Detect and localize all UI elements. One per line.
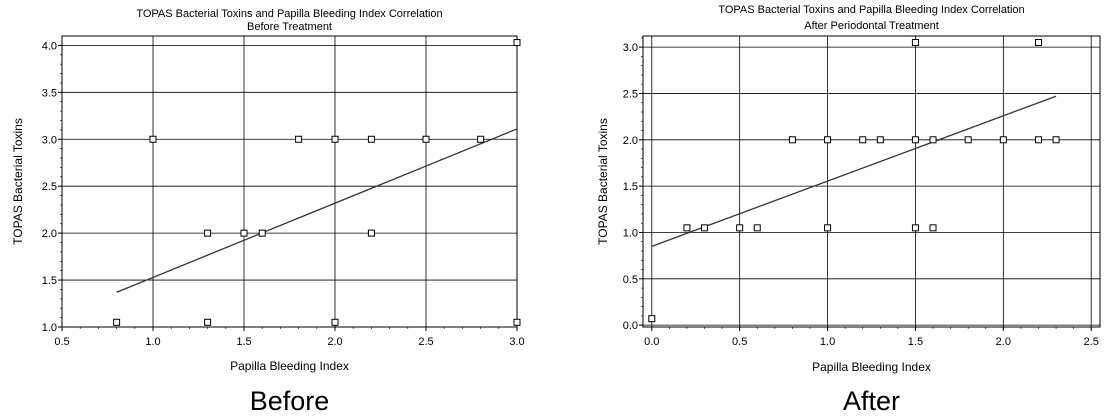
chart-2-y-tick-label: 1.5 — [623, 181, 638, 193]
chart-2-y-tick-label: 0.0 — [623, 320, 638, 332]
chart-2-y-tick-label: 3.0 — [623, 42, 638, 54]
chart-1-y-tick-label: 2.5 — [42, 181, 57, 193]
chart-2-data-point — [929, 224, 937, 232]
chart-1-x-tick-label: 2.5 — [418, 336, 433, 348]
chart-1-data-point — [331, 318, 339, 326]
chart-1-y-tick-label: 4.0 — [42, 40, 57, 52]
chart-2-data-point — [788, 136, 796, 144]
chart-1-data-point — [258, 229, 266, 237]
chart-2-y-tick-label: 0.5 — [623, 274, 638, 286]
chart-2-data-point — [929, 136, 937, 144]
chart-2-data-point — [999, 136, 1007, 144]
chart-1-y-tick-label: 2.0 — [42, 228, 57, 240]
chart-1-x-tick-label: 1.5 — [236, 336, 251, 348]
chart-2-x-tick-label: 2.5 — [1084, 336, 1099, 348]
chart-2-data-point — [876, 136, 884, 144]
chart-1-data-point — [367, 135, 375, 143]
chart-1-data-point — [367, 229, 375, 237]
chart-1-data-point — [513, 39, 521, 47]
chart-1-data-point — [295, 135, 303, 143]
chart-1-data-point — [477, 135, 485, 143]
chart-2-data-point — [701, 224, 709, 232]
chart-1-x-tick-label: 1.0 — [145, 336, 160, 348]
chart-1-data-point — [240, 229, 248, 237]
chart-2-y-tick-label: 2.0 — [623, 135, 638, 147]
chart-2-data-point — [1052, 136, 1060, 144]
chart-1-data-point — [422, 135, 430, 143]
chart-1-y-tick-label: 1.5 — [42, 275, 57, 287]
chart-2-data-point — [911, 224, 919, 232]
chart-2-data-point — [911, 136, 919, 144]
chart-2-x-tick-label: 2.0 — [996, 336, 1011, 348]
chart-2-plot-frame — [642, 35, 1101, 328]
chart-2-data-point — [1034, 38, 1042, 46]
chart-1-subtitle: Before Treatment — [247, 21, 332, 33]
chart-1-x-tick-label: 0.5 — [54, 336, 69, 348]
chart-2-data-point — [736, 224, 744, 232]
chart-2-x-tick-label: 0.0 — [644, 336, 659, 348]
chart-1-trendline — [116, 128, 518, 293]
chart-2-data-point — [683, 224, 691, 232]
chart-1-data-point — [513, 318, 521, 326]
chart-2-y-axis-label: TOPAS Bacterial Toxins — [596, 118, 610, 245]
chart-2-x-axis-label: Papilla Bleeding Index — [812, 360, 931, 374]
chart-1-plot-frame — [61, 35, 518, 328]
chart-2-data-point — [824, 136, 832, 144]
chart-1-caption: Before — [250, 386, 330, 416]
chart-2-data-point — [911, 38, 919, 46]
chart-1-data-point — [204, 229, 212, 237]
chart-2-y-tick-label: 2.5 — [623, 88, 638, 100]
chart-1-x-axis-label: Papilla Bleeding Index — [230, 359, 349, 373]
chart-2-data-point — [824, 224, 832, 232]
chart-2-x-tick-label: 0.5 — [732, 336, 747, 348]
chart-2-subtitle: After Periodontal Treatment — [804, 20, 939, 32]
chart-1-x-tick-label: 3.0 — [509, 336, 524, 348]
chart-1-data-point — [204, 318, 212, 326]
chart-1-y-tick-label: 1.0 — [42, 322, 57, 334]
chart-2-data-point — [753, 224, 761, 232]
chart-2-data-point — [859, 136, 867, 144]
chart-2-data-point — [964, 136, 972, 144]
chart-1-x-tick-label: 2.0 — [327, 336, 342, 348]
chart-1-y-tick-label: 3.0 — [42, 134, 57, 146]
chart-2-y-tick-label: 1.0 — [623, 227, 638, 239]
chart-2-x-tick-label: 1.0 — [820, 336, 835, 348]
chart-1-data-point — [113, 318, 121, 326]
chart-2-caption: After — [843, 386, 900, 416]
chart-2-data-point — [1034, 136, 1042, 144]
chart-1-title: TOPAS Bacterial Toxins and Papilla Bleed… — [136, 8, 442, 20]
chart-2-trendline — [651, 95, 1057, 247]
chart-1-data-point — [331, 135, 339, 143]
chart-1-data-point — [149, 135, 157, 143]
chart-2-data-point — [648, 315, 656, 323]
chart-2-x-tick-label: 1.5 — [908, 336, 923, 348]
chart-1-y-axis-label: TOPAS Bacterial Toxins — [11, 118, 25, 245]
chart-1-y-tick-label: 3.5 — [42, 87, 57, 99]
chart-2-title: TOPAS Bacterial Toxins and Papilla Bleed… — [718, 4, 1024, 16]
